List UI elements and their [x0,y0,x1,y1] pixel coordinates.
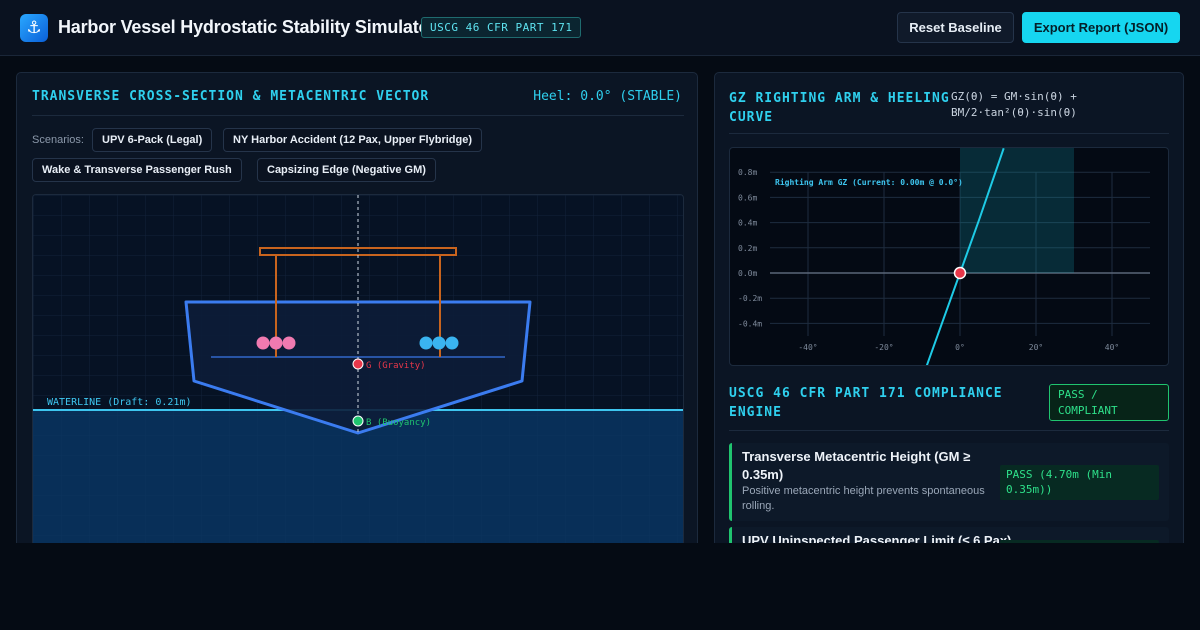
gz-x-tick-label: 40° [1105,343,1119,352]
check-name: Transverse Metacentric Height (GM ≥ 0.35… [742,449,971,482]
gz-chart: -40° -20° 0° 20° 40° 0.8m 0.6m 0.4m 0.2m 0.0m -0.2… [729,147,1169,366]
check-description: Positive metacentric height prevents spo… [742,485,985,512]
scenario-upv-6-pack[interactable]: UPV 6-Pack (Legal) [92,128,213,152]
scenario-capsizing-edge[interactable]: Capsizing Edge (Negative GM) [257,158,436,182]
app-title: Harbor Vessel Hydrostatic Stability Simu… [58,17,437,37]
reset-baseline-button[interactable]: Reset Baseline [897,12,1014,43]
heel-status: Heel: 0.0° (STABLE) [533,89,682,104]
scenario-ny-harbor-accident[interactable]: NY Harbor Accident (12 Pax, Upper Flybri… [223,128,483,152]
gz-y-tick-label: 0.2m [738,244,757,253]
gz-y-tick-label: -0.2m [738,294,762,303]
passenger-port[interactable] [269,336,283,350]
gz-current-point [953,266,967,280]
compliance-status-badge: PASS / COMPLIANT [1049,384,1169,421]
center-of-gravity-marker [352,358,364,370]
gz-chart-svg: -40° -20° 0° 20° 40° 0.8m 0.6m 0.4m 0.2m 0.0m -0.2… [738,148,1150,365]
panel-divider [729,133,1169,134]
scenarios-label: Scenarios: [32,134,84,146]
gz-x-tick-label: -40° [798,343,817,352]
compliance-check-gm: Transverse Metacentric Height (GM ≥ 0.35… [729,443,1169,521]
gz-formula: GZ(θ) = GM·sin(θ) + BM/2·tan²(θ)·sin(θ) [951,90,1077,119]
app-header: ⚓ Harbor Vessel Hydrostatic Stability Si… [0,0,1200,56]
cross-section-svg: WATERLINE (Draft: 0.21m) G (Gravity) B (… [33,195,683,591]
passenger-starboard[interactable] [445,336,459,350]
cross-section-panel: TRANSVERSE CROSS-SECTION & METACENTRIC V… [16,72,698,592]
gz-y-tick-label: 0.4m [738,219,757,228]
gz-legend-text: Righting Arm GZ (Current: 0.00m @ 0.0°) [775,177,963,187]
waterline-label: WATERLINE (Draft: 0.21m) [47,397,192,408]
passenger-starboard[interactable] [432,336,446,350]
export-report-button[interactable]: Export Report (JSON) [1022,12,1180,43]
regulation-badge: USCG 46 CFR PART 171 [421,17,582,38]
compliance-title: USCG 46 CFR PART 171 COMPLIANCE ENGINE [729,386,1003,420]
gz-curve-title: GZ RIGHTING ARM & HEELING CURVE [729,91,950,125]
passenger-port[interactable] [282,336,296,350]
page-footer-background [0,543,1200,630]
buoyancy-label: B (Buoyancy) [366,418,431,428]
check-result-badge: PASS (4.70m (Min 0.35m)) [1000,465,1159,500]
cross-section-title: TRANSVERSE CROSS-SECTION & METACENTRIC V… [32,89,430,104]
panel-divider [32,115,684,116]
anchor-icon: ⚓ [20,14,48,42]
gravity-label: G (Gravity) [366,361,426,371]
passenger-starboard[interactable] [419,336,433,350]
gz-x-tick-label: 0° [955,343,965,352]
center-of-buoyancy-marker [352,415,364,427]
gz-y-tick-label: -0.4m [738,319,762,328]
gz-y-tick-label: 0.0m [738,269,757,278]
panel-divider [729,430,1169,431]
stability-panel: GZ RIGHTING ARM & HEELING CURVE GZ(θ) = … [714,72,1184,592]
gz-x-tick-label: -20° [874,343,893,352]
gz-y-tick-label: 0.6m [738,193,757,202]
gz-stable-range-shade [960,148,1074,273]
check-result-badge [1000,540,1159,544]
gz-y-tick-label: 0.8m [738,168,757,177]
gz-x-tick-label: 20° [1029,343,1043,352]
passenger-port[interactable] [256,336,270,350]
scenario-wake-passenger-rush[interactable]: Wake & Transverse Passenger Rush [32,158,242,182]
cross-section-canvas: WATERLINE (Draft: 0.21m) G (Gravity) B (… [32,194,684,591]
